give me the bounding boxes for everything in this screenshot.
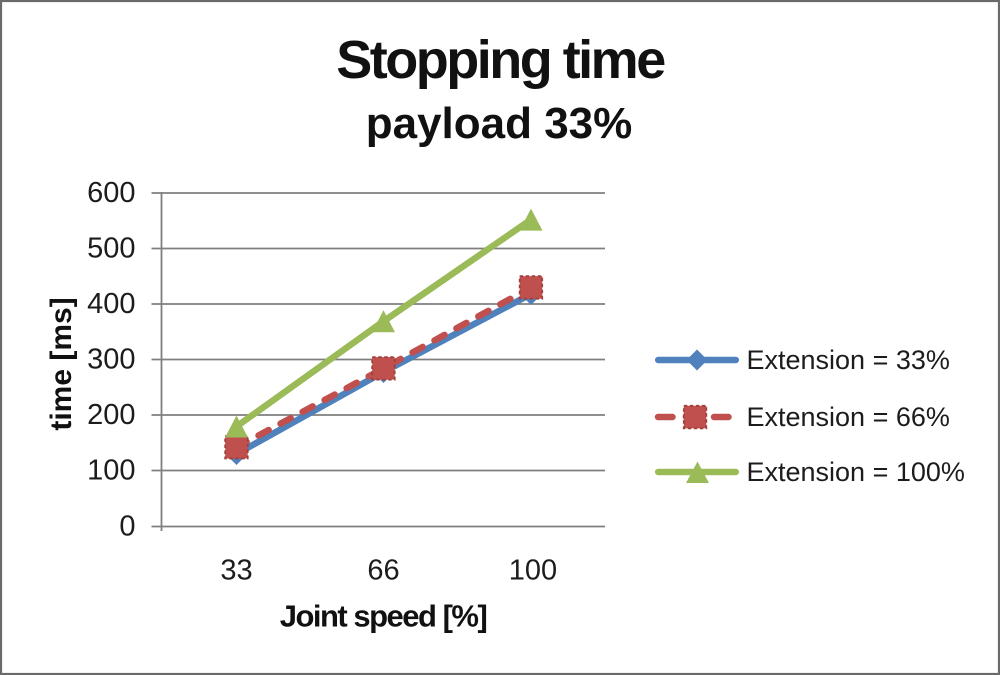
svg-text:Extension = 33%: Extension = 33% <box>747 345 950 375</box>
svg-text:400: 400 <box>87 288 135 320</box>
svg-text:Extension = 66%: Extension = 66% <box>747 402 950 432</box>
svg-text:Stopping time: Stopping time <box>336 30 665 90</box>
svg-text:payload 33%: payload 33% <box>366 99 633 148</box>
svg-text:600: 600 <box>87 177 135 209</box>
svg-text:0: 0 <box>119 511 135 543</box>
svg-text:time [ms]: time [ms] <box>45 297 78 430</box>
svg-text:33: 33 <box>220 555 252 587</box>
svg-text:Extension = 100%: Extension = 100% <box>747 457 965 487</box>
svg-text:100: 100 <box>87 455 135 487</box>
svg-text:200: 200 <box>87 399 135 431</box>
svg-text:Joint speed [%]: Joint speed [%] <box>280 599 487 634</box>
svg-text:500: 500 <box>87 233 135 265</box>
svg-text:100: 100 <box>509 555 557 587</box>
svg-text:300: 300 <box>87 344 135 376</box>
svg-text:66: 66 <box>367 555 399 587</box>
